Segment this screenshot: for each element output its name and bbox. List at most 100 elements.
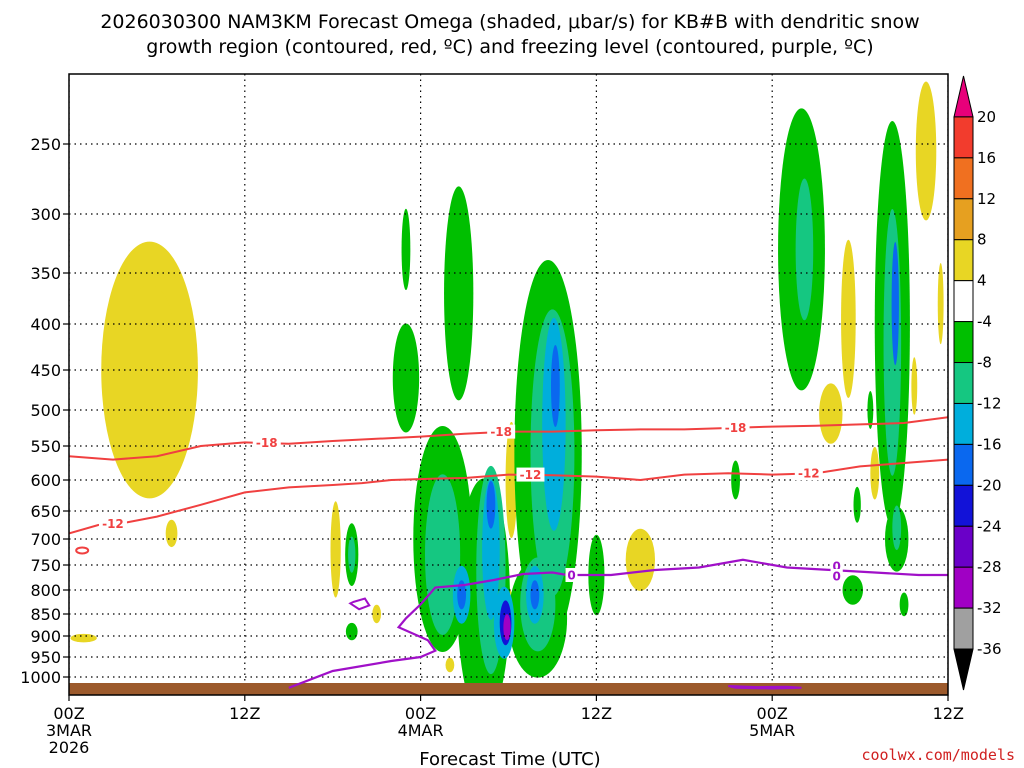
colorbar-label-12: -32 [977, 599, 1002, 617]
colorbar-box-6 [953, 321, 974, 364]
y-tick-label-550: 550 [30, 437, 61, 456]
omega-region-50 [486, 480, 496, 529]
y-tick-label-650: 650 [30, 502, 61, 521]
y-tick-label-1000: 1000 [20, 668, 61, 687]
colorbar-label-4: 4 [977, 272, 987, 290]
x-tick-label-60: 12Z [933, 704, 964, 723]
contour-label-bg-1 [487, 424, 516, 439]
omega-region-3 [165, 519, 178, 548]
colorbar-box-9 [953, 443, 974, 486]
x-tick-label-48: 00Z [757, 704, 788, 723]
omega-region-42 [883, 209, 902, 476]
omega-region-52 [530, 580, 540, 610]
colorbar: 20 16 12 8 4 -4 -8 -12 -16 -20 -24 -28 -32 -36 [953, 75, 1002, 691]
colorbar-box-5 [953, 280, 974, 323]
omega-region-6 [445, 657, 455, 673]
y-tick-label-700: 700 [30, 530, 61, 549]
y-tick-label-950: 950 [30, 648, 61, 667]
contour-label-4: -12 [520, 468, 542, 482]
contour-label-5: -12 [798, 467, 820, 481]
plot-frame [68, 73, 949, 696]
omega-region-4 [330, 501, 341, 598]
contour-label-2: -18 [725, 421, 747, 435]
omega-region-30 [842, 575, 864, 605]
omega-region-10 [505, 421, 518, 539]
contour-freezing-loop-0 [348, 597, 371, 611]
y-tick-label-500: 500 [30, 401, 61, 420]
omega-region-5 [372, 604, 382, 624]
contour-label-bg-0 [252, 435, 281, 450]
x-tick-label-36: 12Z [581, 704, 612, 723]
contour-label-bg-3 [98, 516, 127, 531]
colorbar-top-triangle [953, 75, 974, 118]
x-tick-year-0: 2026 [49, 738, 90, 757]
contour-label-0: -18 [256, 436, 278, 450]
omega-region-51 [550, 345, 560, 427]
colorbar-label-6: -8 [977, 354, 992, 372]
omega-region-37 [424, 474, 461, 635]
omega-region-13 [915, 81, 937, 221]
contour-label-1: -18 [490, 425, 512, 439]
colorbar-box-10 [953, 484, 974, 527]
contour-minus12-loop [75, 546, 90, 555]
colorbar-bottom-triangle [953, 648, 974, 691]
y-tick-label-400: 400 [30, 315, 61, 334]
omega-region-41 [795, 178, 814, 321]
colorbar-box-3 [953, 198, 974, 241]
chart-title-line1: 2026030300 NAM3KM Forecast Omega (shaded… [100, 11, 919, 33]
colorbar-label-5: -4 [977, 313, 992, 331]
colorbar-label-2: 12 [977, 190, 996, 208]
colorbar-label-0: 20 [977, 108, 996, 126]
y-tick-label-300: 300 [30, 205, 61, 224]
x-tick-date-48: 5MAR [749, 721, 795, 740]
omega-region-1 [126, 285, 174, 372]
omega-region-23 [444, 186, 474, 401]
omega-shading [70, 81, 944, 695]
x-tick-label-12: 12Z [229, 704, 260, 723]
contour-label-bg-6 [565, 568, 578, 582]
omega-region-35 [867, 391, 874, 429]
omega-region-53 [891, 242, 899, 366]
omega-region-21 [401, 208, 411, 291]
omega-region-31 [853, 486, 861, 523]
contour-freezing-loop-1 [728, 685, 802, 690]
colorbar-label-8: -16 [977, 435, 1002, 453]
contour-label-bg-4 [516, 467, 545, 482]
colorbar-label-7: -12 [977, 394, 1002, 412]
credit-text: coolwx.com/models [861, 746, 1015, 764]
contour-label-6: 0 [567, 569, 575, 583]
x-tick-date-24: 4MAR [398, 721, 444, 740]
y-tick-label-750: 750 [30, 556, 61, 575]
omega-region-20 [392, 323, 420, 433]
y-tick-label-800: 800 [30, 581, 61, 600]
omega-region-45 [482, 479, 500, 620]
contour-label-bg-2 [721, 420, 750, 435]
colorbar-label-3: 8 [977, 231, 987, 249]
omega-region-55 [503, 614, 511, 641]
colorbar-box-4 [953, 239, 974, 282]
contour-label-8: 0 [832, 570, 840, 584]
omega-region-36 [348, 536, 356, 573]
colorbar-label-11: -28 [977, 558, 1002, 576]
omega-region-43 [892, 505, 902, 551]
omega-region-16 [937, 263, 944, 345]
colorbar-box-12 [953, 566, 974, 609]
y-tick-label-350: 350 [30, 264, 61, 283]
contour-minus12 [69, 458, 948, 535]
y-axis-pressure: 250 300 350 400 450 500 550 600 650 700 750 800 850 9… [20, 135, 69, 687]
omega-region-15 [870, 446, 880, 500]
colorbar-label-1: 16 [977, 149, 996, 167]
contour-label-bg-8 [830, 569, 843, 583]
colorbar-label-9: -20 [977, 476, 1002, 494]
contour-label-7: 0 [832, 560, 840, 574]
colorbar-box-1 [953, 116, 974, 159]
colorbar-box-13 [953, 607, 974, 650]
colorbar-box-7 [953, 362, 974, 404]
colorbar-label-13: -36 [977, 640, 1002, 658]
contour-label-3: -12 [102, 517, 124, 531]
omega-region-49 [457, 580, 467, 610]
chart-title-line2: growth region (contoured, red, ºC) and f… [146, 36, 873, 58]
